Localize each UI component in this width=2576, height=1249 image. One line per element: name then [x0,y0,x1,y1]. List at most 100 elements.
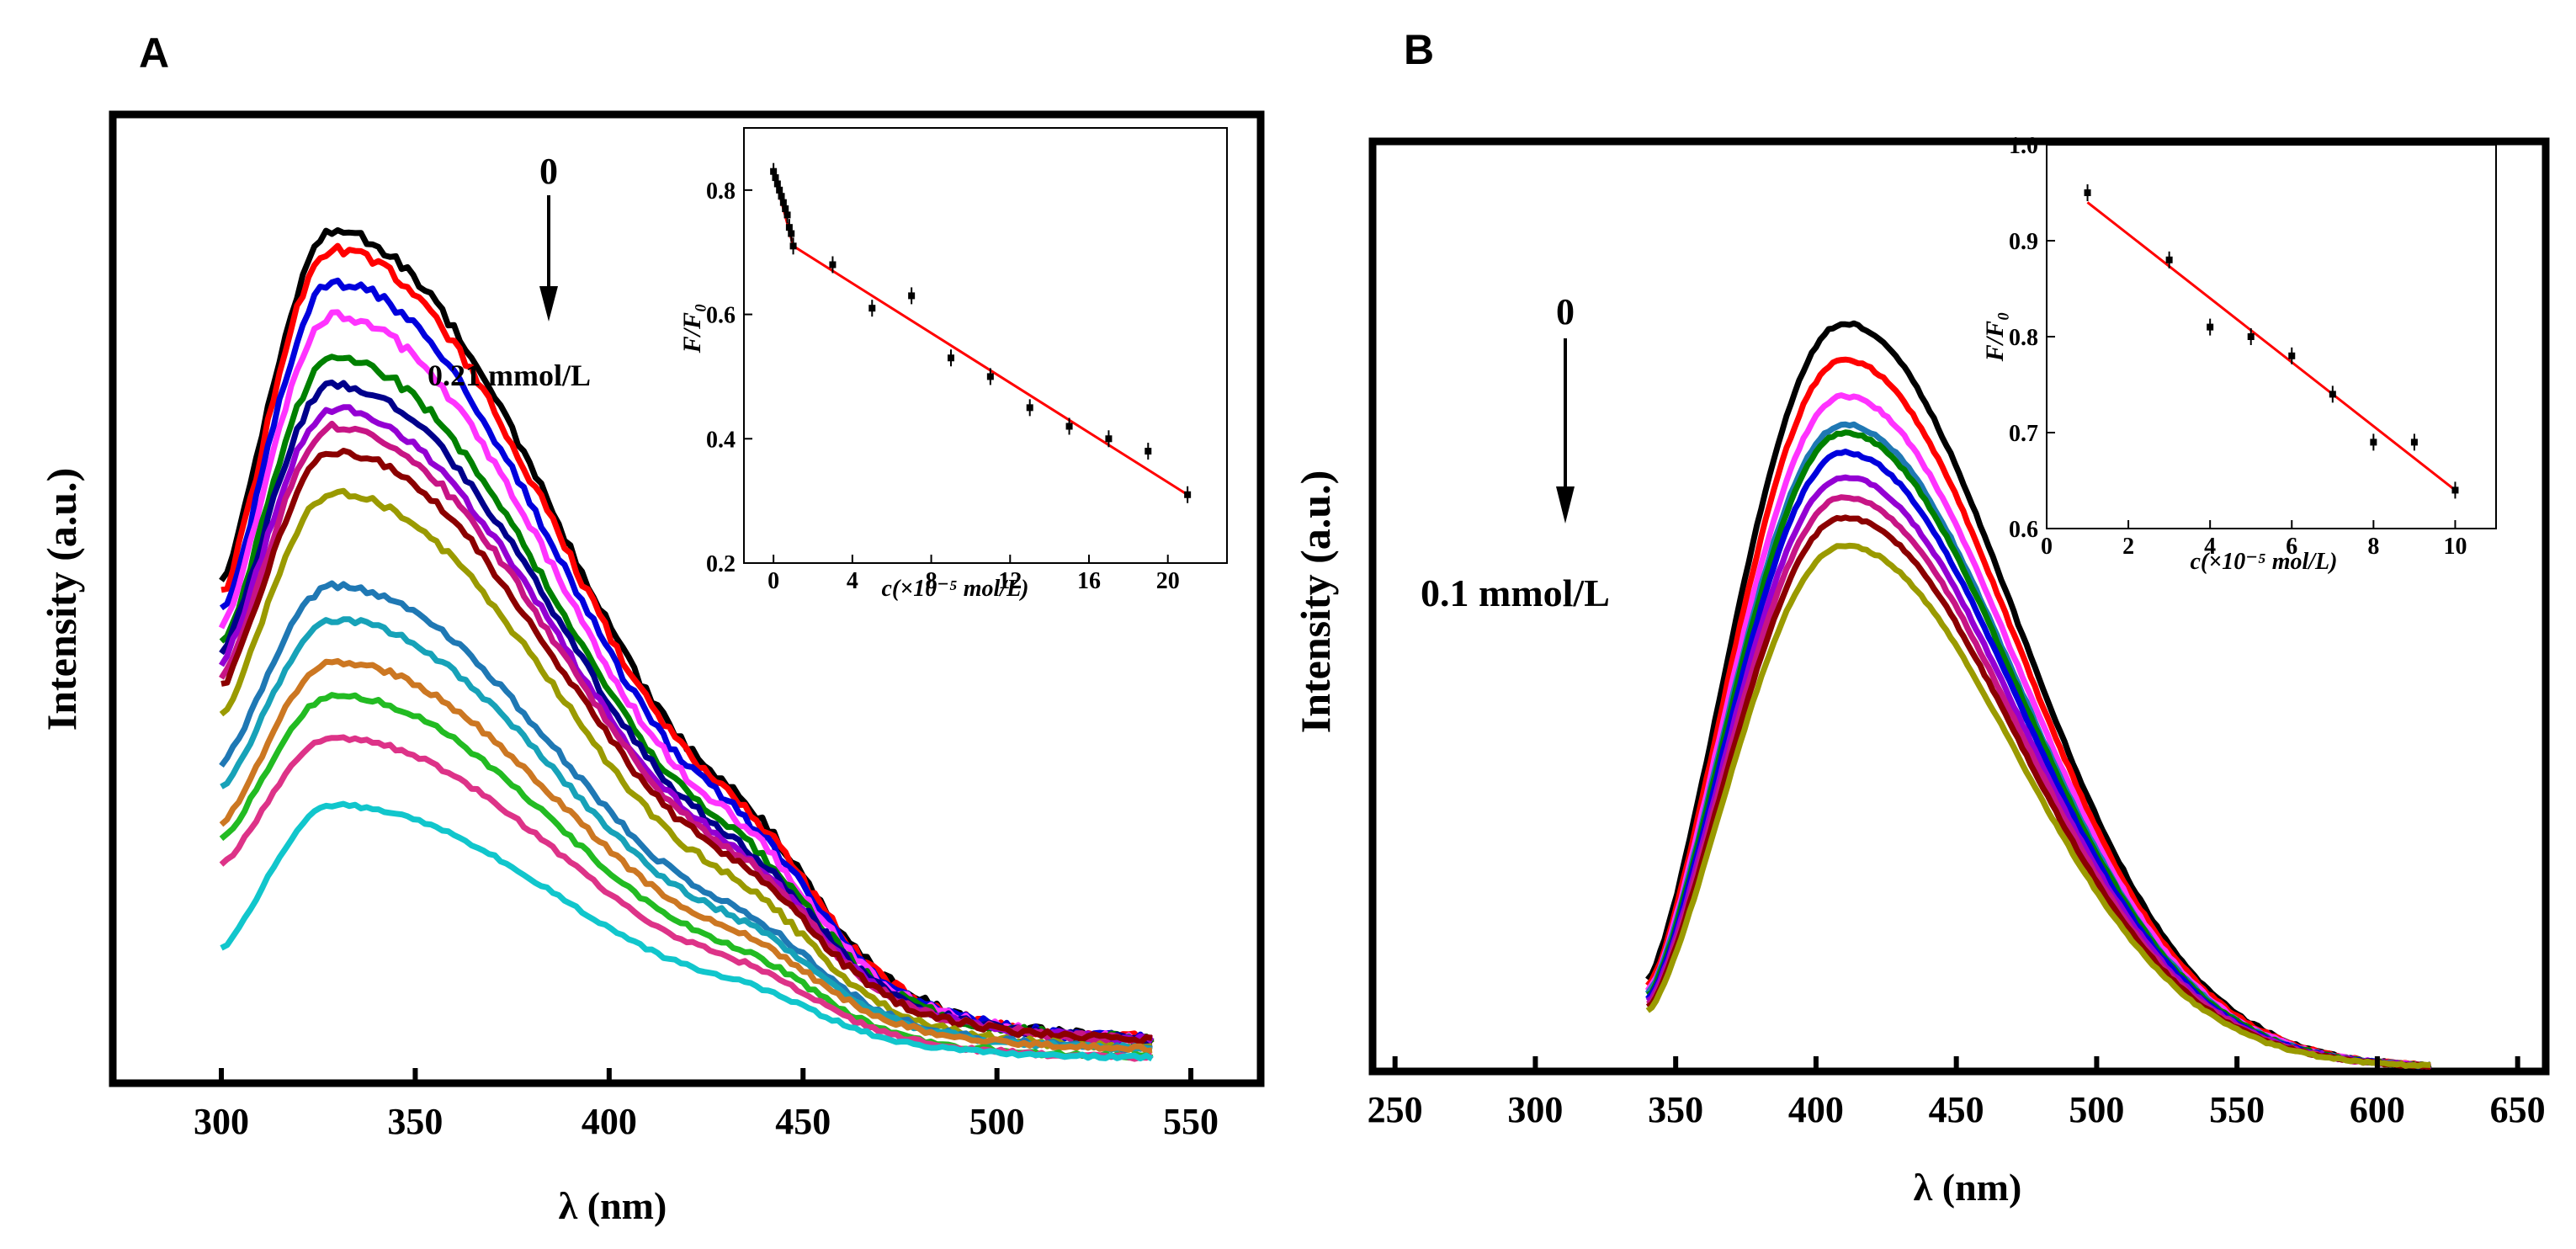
inset-y-tick-label: 0.8 [2009,325,2038,351]
inset-data-point [782,205,789,213]
inset-data-point [789,242,797,250]
panel-b-inset-fit [2086,201,2456,492]
panel-b-inset-chart: 0 2 4 6 8 10 0.6 0.7 0.8 0.9 1.0 c(×10⁻⁵ mol/L) F/… [1981,133,2497,575]
inset-x-tick-label: 4 [847,568,858,594]
inset-data-point [770,167,778,175]
series-line-c9 [1645,542,2431,1070]
panel-b-inset-y-label: F/F₀ [1981,312,2009,363]
inset-y-tick-label: 0.8 [706,178,736,205]
inset-y-tick-label: 0.4 [706,427,736,453]
inset-x-tick-label: 4 [2204,534,2216,560]
panel-b-annotation-bottom: 0.1 mmol/L [1421,571,1610,614]
panel-a-frame [109,110,1265,1087]
panel-a-x-label: λ (nm) [559,1184,667,1227]
panel-a-inset-x-label: c(×10⁻⁵ mol/L) [882,576,1029,602]
inset-data-point [1184,491,1192,498]
inset-data-point [785,224,793,231]
inset-data-point [2247,333,2255,340]
panel-b-x-ticks: 250 300 350 400 450 500 550 600 650 [1368,1056,2546,1130]
inset-data-point [908,292,916,300]
inset-data-point [1026,404,1033,412]
panel-a-annotation-top: 0 [539,151,558,192]
series-line-c12 [219,657,1153,1055]
x-tick-label: 300 [194,1101,249,1142]
inset-y-tick-label: 0.9 [2009,229,2038,255]
panel-a-inset-points [770,162,1192,503]
inset-x-tick-label: 6 [2286,534,2297,560]
panel-a-x-ticks: 300 350 400 450 500 550 [194,1068,1219,1142]
panel-a-annotation-bottom: 0.21 mmol/L [428,359,591,392]
panel-b-x-label: λ (nm) [1914,1166,2022,1209]
inset-data-point [948,354,954,362]
x-tick-label: 550 [2209,1089,2265,1130]
inset-x-tick-label: 10 [2443,534,2467,560]
inset-data-point [772,174,779,182]
inset-data-point [778,193,785,200]
panel-b-letter: B [1404,26,1434,73]
x-tick-label: 600 [2350,1089,2405,1130]
series-line-c8 [220,448,1153,1046]
inset-x-tick-label: 12 [998,568,1022,594]
inset-y-tick-label: 0.6 [2009,517,2038,543]
inset-data-point [829,261,837,268]
inset-data-point [986,373,994,380]
x-tick-label: 650 [2490,1089,2546,1130]
panel-b-arrow-head [1556,486,1575,524]
inset-data-point [1105,435,1113,443]
panel-b-inset-frame [2046,144,2497,529]
inset-y-tick-label: 1.0 [2009,133,2038,159]
panel-b-inset-ticks: 0 2 4 6 8 10 0.6 0.7 0.8 0.9 1.0 [2009,133,2467,560]
inset-x-tick-label: 2 [2122,534,2134,560]
inset-data-point [1145,448,1152,455]
inset-data-point [868,305,876,312]
inset-data-point [2165,256,2173,263]
panel-b-main-chart: 250 300 350 400 450 500 550 600 650 λ (nm) Inten… [1292,137,2550,1209]
inset-data-point [2329,391,2336,398]
inset-x-tick-label: 0 [2041,534,2053,560]
x-tick-label: 350 [387,1101,443,1142]
x-tick-label: 450 [1929,1089,1984,1130]
inset-data-point [779,199,787,206]
inset-y-tick-label: 0.7 [2009,421,2038,447]
inset-data-point [783,211,791,219]
inset-data-point [2410,438,2418,446]
inset-data-point [788,230,795,237]
x-tick-label: 400 [582,1101,637,1142]
inset-data-point [2084,189,2091,196]
inset-data-point [1065,423,1073,430]
inset-data-point [2370,438,2377,446]
x-tick-label: 500 [969,1101,1025,1142]
inset-data-point [776,186,783,194]
inset-x-tick-label: 0 [767,568,779,594]
inset-x-tick-label: 16 [1077,568,1101,594]
panel-b-inset-x-label: c(×10⁻⁵ mol/L) [2191,549,2338,575]
panel-a-arrow-head [539,286,558,322]
panel-a-series-lines [218,227,1155,1062]
panel-b-series-lines [1644,320,2432,1071]
inset-y-tick-label: 0.2 [706,551,736,577]
panel-a-inset-chart: 0 4 8 12 16 20 0.2 0.4 0.6 0.8 c(×10⁻⁵ mol/L) F/F… [678,127,1228,602]
inset-data-point [773,180,781,188]
inset-y-tick-label: 0.6 [706,303,736,329]
inset-data-point [2451,486,2459,494]
panel-a-inset-y-label: F/F₀ [678,304,706,354]
inset-data-point [2207,323,2214,331]
x-tick-label: 300 [1507,1089,1563,1130]
panel-b-frame [1368,137,2550,1076]
panel-b-annotation-top: 0 [1556,291,1575,332]
x-tick-label: 500 [2069,1089,2124,1130]
panel-a-inset-frame [743,127,1228,564]
inset-x-tick-label: 8 [926,568,937,594]
series-line-c11 [220,616,1153,1053]
panel-a-main-chart: 300 350 400 450 500 550 λ (nm) Intensity (a.u… [38,110,1265,1227]
series-line-c15 [220,800,1154,1062]
x-tick-label: 250 [1368,1089,1423,1130]
x-tick-label: 550 [1163,1101,1219,1142]
panel-b-y-label: Intensity (a.u.) [1292,470,1339,734]
panel-b-inset-points [2084,184,2459,499]
x-tick-label: 400 [1788,1089,1844,1130]
panel-a-letter: A [139,29,169,77]
inset-data-point [2288,352,2296,359]
x-tick-label: 450 [775,1101,831,1142]
